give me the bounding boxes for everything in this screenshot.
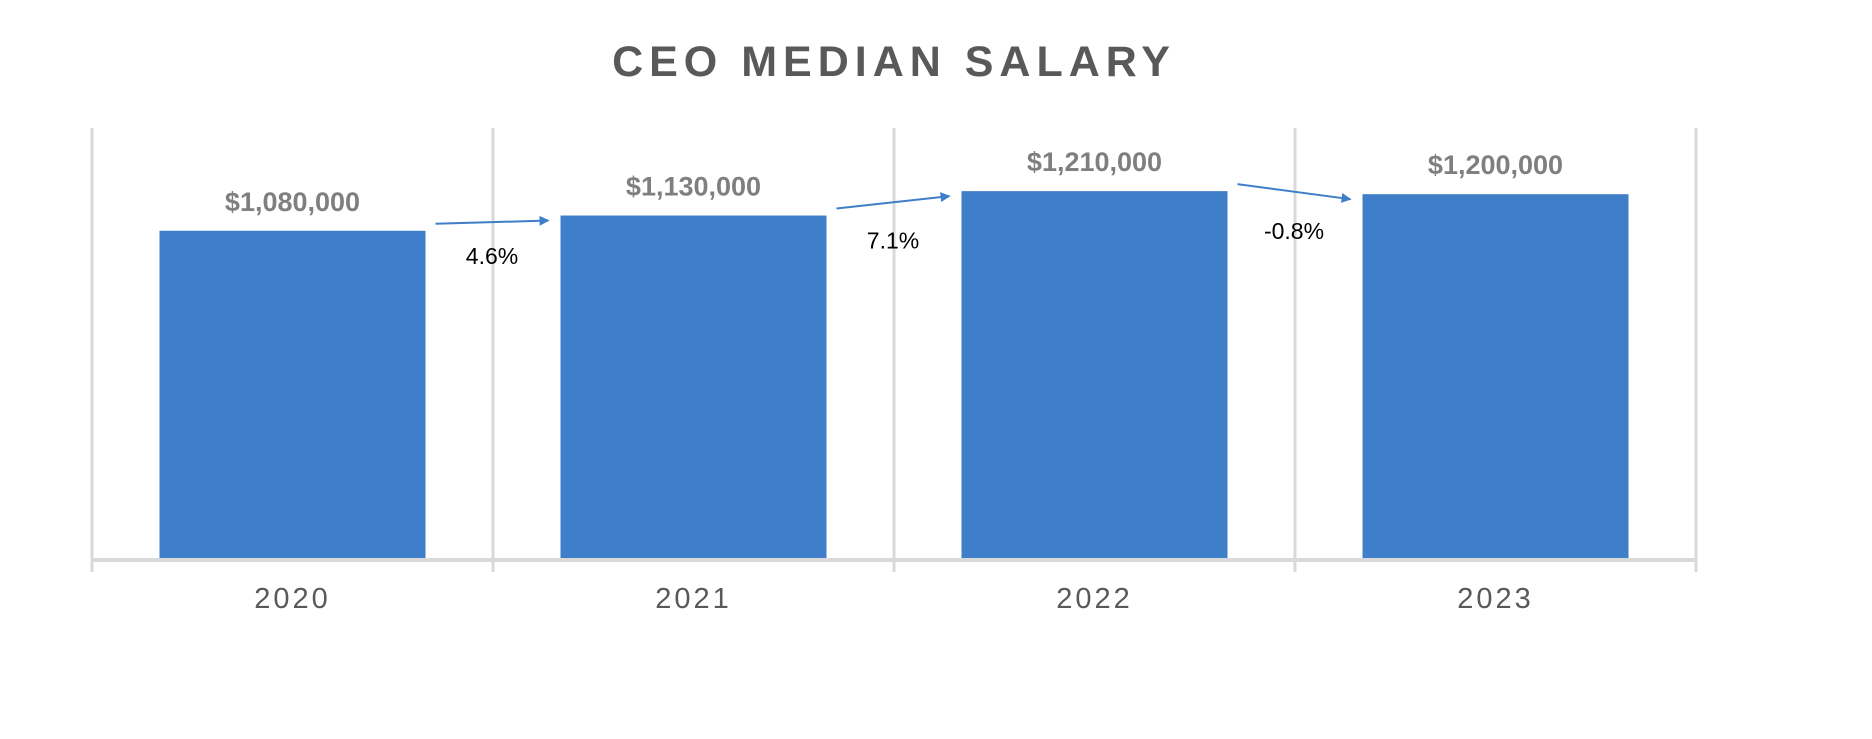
data-label-2023: $1,200,000 bbox=[1428, 150, 1563, 180]
change-label-2020-2021: 4.6% bbox=[466, 243, 518, 269]
bars bbox=[159, 191, 1629, 559]
change-arrow-2021-2022 bbox=[836, 192, 951, 210]
change-arrows: 4.6% 7.1% -0.8% bbox=[435, 183, 1352, 269]
tick-label-2020: 2020 bbox=[254, 583, 331, 615]
tick-label-2021: 2021 bbox=[655, 583, 732, 615]
bar-2020 bbox=[159, 230, 426, 558]
bar-2023 bbox=[1362, 194, 1629, 558]
change-label-2022-2023: -0.8% bbox=[1264, 218, 1324, 244]
change-arrow-2020-2021 bbox=[435, 215, 550, 226]
data-labels: $1,080,000 $1,130,000 $1,210,000 $1,200,000 bbox=[225, 147, 1563, 217]
data-label-2020: $1,080,000 bbox=[225, 187, 360, 217]
bar-2021 bbox=[560, 215, 827, 558]
data-label-2021: $1,130,000 bbox=[626, 172, 761, 202]
chart-title: CEO MEDIAN SALARY bbox=[612, 38, 1176, 86]
tick-label-2022: 2022 bbox=[1056, 583, 1133, 615]
tick-label-2023: 2023 bbox=[1457, 583, 1534, 615]
change-label-2021-2022: 7.1% bbox=[867, 228, 919, 254]
change-arrow-2022-2023 bbox=[1237, 183, 1352, 203]
bar-2022 bbox=[961, 191, 1228, 559]
x-axis-ticks: 2020 2021 2022 2023 bbox=[254, 583, 1534, 615]
data-label-2022: $1,210,000 bbox=[1027, 147, 1162, 177]
